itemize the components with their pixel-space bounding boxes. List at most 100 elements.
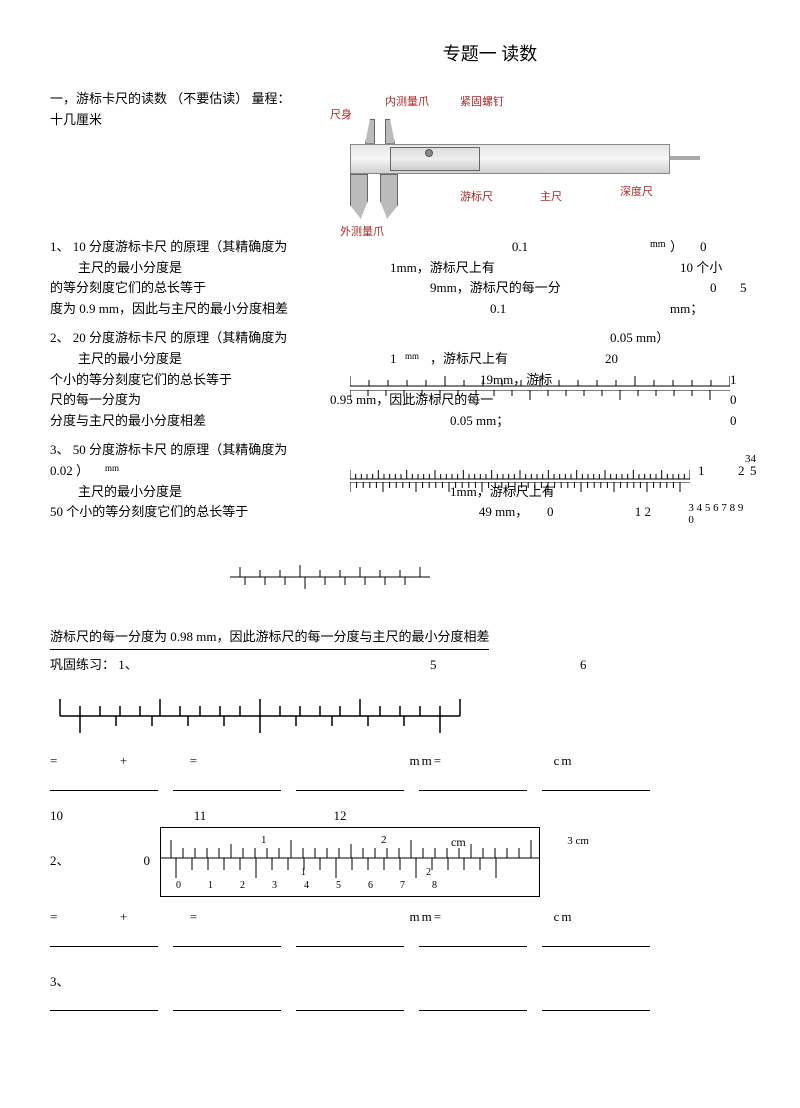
svg-text:2: 2 <box>426 867 431 878</box>
s3-row2: 50 个小的等分刻度它们的总长等于 49 mm， 0 1 2 3 4 5 6 7… <box>50 502 750 526</box>
ex2-b6: 6 <box>368 878 373 894</box>
ex2-b1: 1 <box>208 878 213 894</box>
intro-text: 一，游标卡尺的读数 （不要估读） 量程： 十几厘米 <box>50 89 330 229</box>
s1-r2a: 的等分刻度它们的总长等于 <box>50 278 430 299</box>
ex2-b2: 2 <box>240 878 245 894</box>
eq1-line: = + = mm= cm <box>50 751 750 772</box>
s1-paren: ） <box>670 237 700 258</box>
s1-r1a: 主尺的最小分度是 <box>78 258 390 279</box>
ruler-50div-bot <box>350 482 690 498</box>
s2-hv: 0.05 mm） <box>610 328 669 349</box>
s3-r2b: 49 mm， <box>479 502 547 526</box>
s2-r3a: 尺的每一分度为 <box>50 390 330 411</box>
eq2-underlines <box>50 933 650 947</box>
ex2-b8: 8 <box>432 878 437 894</box>
s1-n0: 0 <box>700 237 707 258</box>
s1-v1: 0.1 <box>390 237 650 258</box>
ex2-n11: 11 <box>130 806 270 827</box>
s3-r2d: 1 2 <box>635 502 689 526</box>
s1-r3a: 度为 0.9 mm，因此与主尺的最小分度相差 <box>50 299 490 320</box>
ex2-n12: 12 <box>270 806 410 827</box>
ex2-b4: 4 <box>304 878 309 894</box>
eq1-eq1: = <box>50 753 59 768</box>
section-10div: 1、 10 分度游标卡尺 的原理（其精确度为 0.1 mm ） 0 主尺的最小分… <box>50 237 750 320</box>
s1-unit: mm <box>650 237 670 258</box>
s3-n5a: 5 <box>750 461 757 482</box>
ex2-cm3: 3 cm <box>567 833 589 851</box>
eq1-plus: + <box>120 753 129 768</box>
caliper-inner-jaw-l <box>365 119 375 144</box>
mid-n6: 6 <box>580 655 587 676</box>
s1-row3: 度为 0.9 mm，因此与主尺的最小分度相差 0.1 mm； <box>50 299 750 320</box>
s2-row2: 个小的等分刻度它们的总长等于 19mm，游标 1 <box>50 370 750 391</box>
s3-h: 3、 50 分度游标卡尺 的原理（其精确度为 <box>50 440 750 461</box>
s1-r1c: 10 个小 <box>680 258 722 279</box>
s2-r4c: 0 <box>730 411 737 432</box>
eq2-plus: + <box>120 909 129 924</box>
label-screw: 紧固螺钉 <box>460 94 504 112</box>
s1-h: 1、 10 分度游标卡尺 的原理（其精确度为 <box>50 237 390 258</box>
s2-r1d: 20 <box>605 349 618 370</box>
eq1-underlines <box>50 777 650 791</box>
label-main: 主尺 <box>540 189 562 207</box>
eq1-eq2: = <box>190 753 199 768</box>
eq2-eq1: = <box>50 909 59 924</box>
s2-r2c: 1 <box>730 370 737 391</box>
caliper-outer-jaw-l <box>350 174 368 219</box>
eq2-cm: cm <box>554 909 574 924</box>
mid-line2: 巩固练习： 1、 <box>50 655 430 676</box>
mid-n5: 5 <box>430 655 580 676</box>
s1-r2c: 0 <box>710 278 740 299</box>
s2-r4b: 0.05 mm； <box>450 411 730 432</box>
s2-row0: 2、 20 分度游标卡尺 的原理（其精确度为 0.05 mm） <box>50 328 750 349</box>
intro-row: 一，游标卡尺的读数 （不要估读） 量程： 十几厘米 尺身 内测量爪 紧固螺钉 游… <box>50 89 750 229</box>
ex2-header: 10 11 12 <box>50 806 750 827</box>
eq2-line: = + = mm= cm <box>50 907 750 928</box>
s3-r2a: 50 个小的等分刻度它们的总长等于 <box>50 502 479 526</box>
ex2-b3: 3 <box>272 878 277 894</box>
eq1-mm: mm= <box>410 753 444 768</box>
eq2-mm: mm= <box>410 909 444 924</box>
s1-r2d: 5 <box>740 278 747 299</box>
s2-r3c: 0 <box>730 390 737 411</box>
practice-header: 巩固练习： 1、 5 6 <box>50 655 750 676</box>
ex2-n10: 10 <box>50 806 130 827</box>
caliper-outer-jaw-r <box>380 174 398 219</box>
ex2-b5: 5 <box>336 878 341 894</box>
mid-line1: 游标尺的每一分度为 0.98 mm，因此游标尺的每一分度与主尺的最小分度相差 <box>50 627 489 651</box>
s2-r4a: 分度与主尺的最小分度相差 <box>50 411 450 432</box>
intro-line1: 一，游标卡尺的读数 （不要估读） 量程： <box>50 89 330 110</box>
label-body: 尺身 <box>330 107 352 125</box>
s1-row2: 的等分刻度它们的总长等于 9mm，游标尺的每一分 0 5 <box>50 278 750 299</box>
ex2-label: 2、 <box>50 851 80 872</box>
label-depth: 深度尺 <box>620 184 653 202</box>
label-outer-jaw: 外测量爪 <box>340 224 384 242</box>
eq3-underlines <box>50 997 650 1011</box>
label-vernier: 游标尺 <box>460 189 493 207</box>
section-20div: 2、 20 分度游标卡尺 的原理（其精确度为 0.05 mm） 主尺的最小分度是… <box>50 328 750 432</box>
s2-row3: 尺的每一分度为 0.95 mm，因此游标尺的每一 0 <box>50 390 750 411</box>
ex1-ruler <box>50 691 470 741</box>
ruler-20div-bot <box>350 390 730 406</box>
svg-text:1: 1 <box>301 867 306 878</box>
ex2-cm: cm <box>451 833 466 852</box>
caliper-depth-shape <box>670 156 700 160</box>
s1-r1b: 1mm，游标尺上有 <box>390 258 680 279</box>
mid-ruler-wrap <box>230 557 750 597</box>
ex2-b0: 0 <box>176 878 181 894</box>
s3-row0: 0.02 ） mm 1 2 34 5 <box>50 461 750 482</box>
ex2-bottom-nums: 0 1 2 3 4 5 6 7 8 <box>176 878 437 894</box>
caliper-diagram: 尺身 内测量爪 紧固螺钉 游标尺 主尺 深度尺 外测量爪 <box>330 89 690 229</box>
s3-r2e: 3 4 5 6 7 8 9 0 <box>688 502 750 526</box>
ex3-label: 3、 <box>50 972 750 993</box>
label-inner-jaw: 内测量爪 <box>385 94 429 112</box>
s1-row1: 主尺的最小分度是 1mm，游标尺上有 10 个小 <box>50 258 750 279</box>
s3-h2u: mm <box>105 461 119 482</box>
svg-text:1: 1 <box>261 834 267 846</box>
ruler-20div-top <box>350 368 730 388</box>
ruler-50div-top <box>350 463 690 481</box>
s3-n1a: 1 <box>698 461 705 482</box>
s3-h2: 0.02 ） <box>50 461 105 482</box>
caliper-vernier-shape <box>390 147 480 171</box>
eq2-eq2: = <box>190 909 199 924</box>
